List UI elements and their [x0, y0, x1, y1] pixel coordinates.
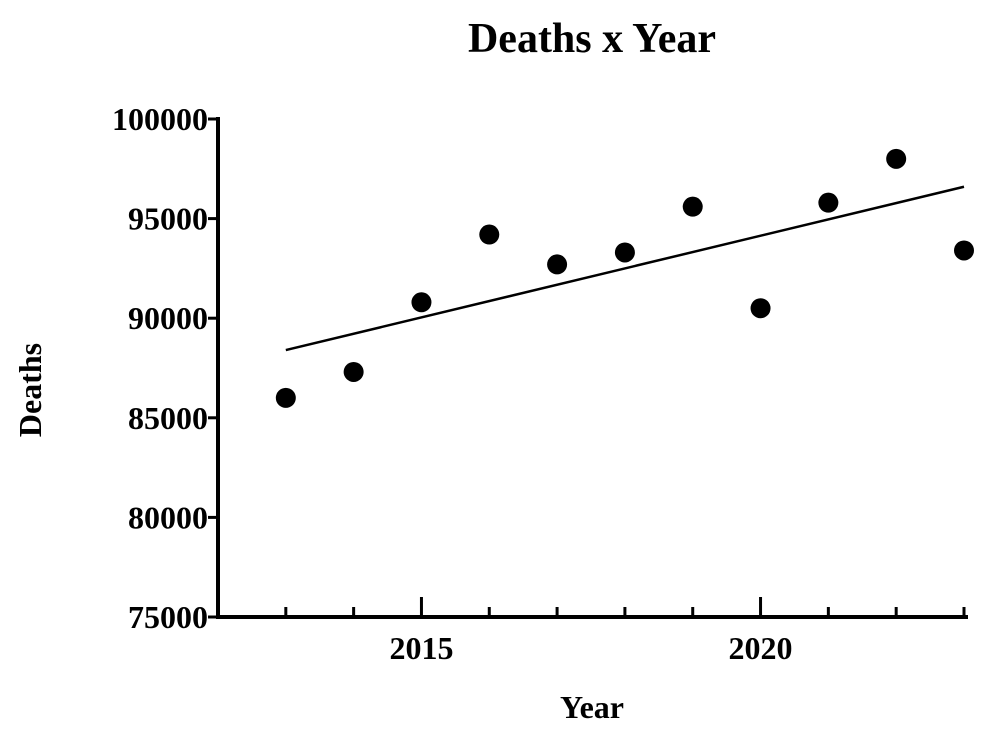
y-tick-label: 85000: [128, 400, 208, 436]
chart-title: Deaths x Year: [468, 16, 716, 62]
data-point: [818, 192, 839, 213]
data-point: [750, 298, 771, 319]
data-point: [886, 148, 907, 169]
x-tick-label: 2020: [729, 630, 793, 666]
y-tick-label: 80000: [128, 499, 208, 535]
x-axis-label: Year: [560, 689, 624, 725]
data-point: [343, 361, 364, 382]
y-axis-label: Deaths: [12, 343, 48, 437]
x-ticks: 2015 2020: [284, 597, 966, 666]
x-tick-label: 2015: [389, 630, 453, 666]
data-point: [411, 292, 432, 313]
data-point: [275, 387, 296, 408]
trend-line: [285, 185, 965, 352]
data-point: [614, 242, 635, 263]
data-points: [275, 148, 974, 408]
y-tick-label: 90000: [128, 300, 208, 336]
y-ticks: 75000 80000 85000 90000 95000 100000: [112, 101, 218, 635]
data-point: [954, 240, 974, 261]
y-tick-label: 75000: [128, 599, 208, 635]
data-point: [547, 254, 568, 275]
data-point: [682, 196, 703, 217]
y-tick-label: 95000: [128, 201, 208, 237]
data-point: [479, 224, 500, 245]
y-tick-label: 100000: [112, 101, 208, 137]
